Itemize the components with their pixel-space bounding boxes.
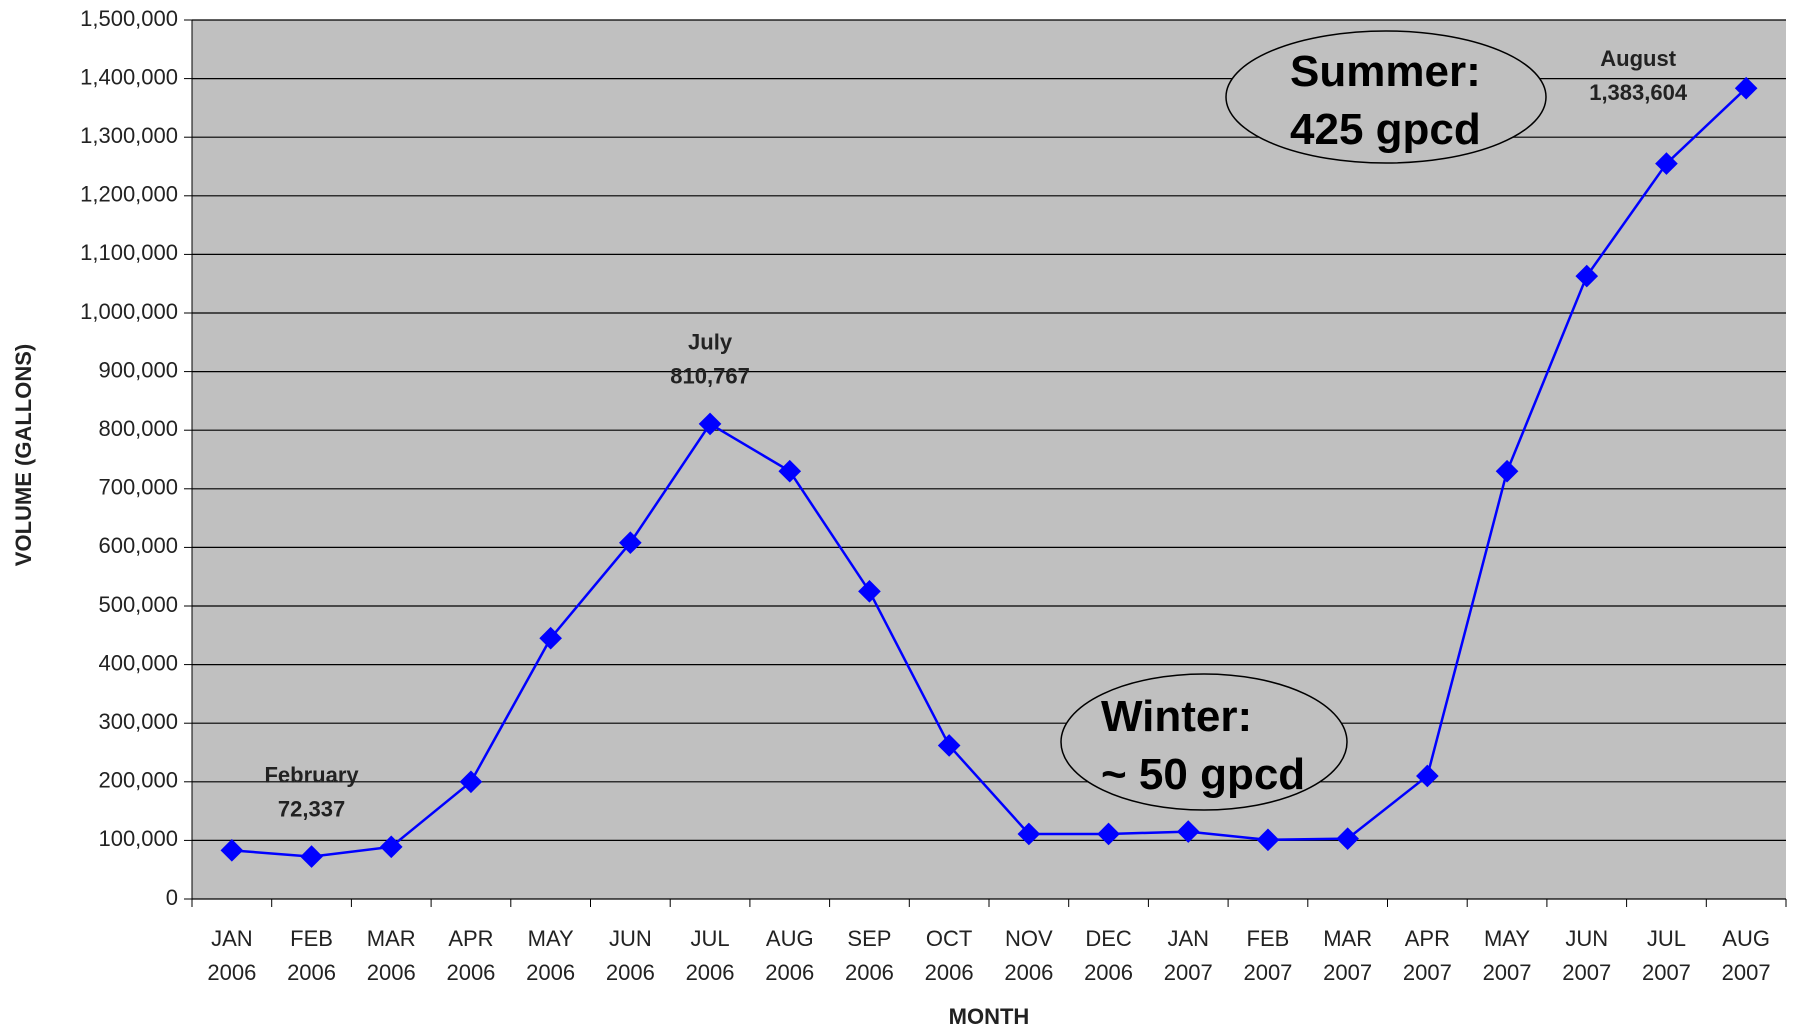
- y-axis-title: VOLUME (GALLONS): [11, 344, 36, 566]
- y-tick-label: 500,000: [98, 592, 178, 617]
- callout-text: Summer: 425 gpcd: [1290, 47, 1481, 154]
- grid: [192, 19, 1786, 900]
- callout-text: Winter: ~ 50 gpcd: [1101, 692, 1305, 799]
- data-point: [778, 459, 802, 483]
- data-point: [539, 626, 562, 650]
- x-tick-label: JUN 2006: [606, 926, 655, 985]
- data-point: [1017, 822, 1041, 846]
- x-tick-label: AUG 2006: [765, 926, 814, 985]
- data-point: [1176, 820, 1200, 843]
- y-tick-label: 900,000: [98, 357, 178, 382]
- data-point: [300, 845, 323, 868]
- x-tick-label: JUN 2007: [1562, 926, 1611, 985]
- data-point: [1256, 828, 1280, 852]
- y-tick-label: 1,500,000: [80, 6, 178, 31]
- data-point: [1495, 459, 1519, 483]
- y-tick-label: 1,200,000: [80, 182, 178, 207]
- data-point: [858, 580, 881, 603]
- x-tick-label: AUG 2007: [1722, 926, 1771, 985]
- callout-bubble: [1060, 673, 1348, 811]
- x-tick-label: APR 2006: [446, 926, 495, 985]
- data-label-name: August: [1600, 46, 1676, 71]
- x-tick-label: JUL 2007: [1642, 926, 1691, 985]
- x-tick-label: MAY 2006: [526, 926, 575, 985]
- x-tick-label: FEB 2007: [1243, 926, 1292, 985]
- y-tick-label: 300,000: [98, 709, 178, 734]
- x-tick-label: MAR 2006: [367, 926, 416, 985]
- data-line: [231, 87, 1748, 858]
- x-tick-label: APR 2007: [1403, 926, 1452, 985]
- x-tick-label: FEB 2006: [287, 926, 336, 985]
- data-point: [1097, 822, 1120, 846]
- data-label: 810,767: [670, 364, 750, 389]
- x-tick-label: DEC 2006: [1084, 926, 1133, 985]
- y-tick-label: 100,000: [98, 826, 178, 851]
- x-tick-label: OCT 2006: [925, 926, 974, 985]
- data-point: [459, 770, 483, 794]
- data-point: [937, 734, 961, 757]
- y-tick-label: 800,000: [98, 416, 178, 441]
- y-tick-label: 200,000: [98, 768, 178, 793]
- y-tick-label: 0: [166, 885, 178, 910]
- data-point: [1575, 264, 1599, 288]
- data-point: [619, 531, 642, 555]
- x-axis-title: MONTH: [949, 1004, 1030, 1029]
- x-tick-label: NOV 2006: [1004, 926, 1053, 985]
- x-tick-label: JAN 2007: [1164, 926, 1213, 985]
- data-point: [1734, 76, 1758, 100]
- x-tick-label: JUL 2006: [686, 926, 735, 985]
- data-label-name: July: [688, 330, 733, 355]
- y-tick-label: 1,100,000: [80, 240, 178, 265]
- callout-bubble: [1225, 30, 1547, 164]
- data-point: [698, 412, 722, 436]
- data-label: 72,337: [278, 796, 345, 821]
- x-tick-label: MAR 2007: [1323, 926, 1372, 985]
- data-point: [379, 835, 403, 859]
- y-tick-label: 1,000,000: [80, 299, 178, 324]
- data-label-name: February: [264, 762, 359, 787]
- data-point: [1416, 764, 1439, 788]
- y-tick-label: 400,000: [98, 650, 178, 675]
- x-tick-label: JAN 2006: [207, 926, 256, 985]
- plot-area: [192, 20, 1786, 899]
- y-tick-label: 700,000: [98, 475, 178, 500]
- data-label: 1,383,604: [1589, 80, 1688, 105]
- x-tick-label: MAY 2007: [1483, 926, 1532, 985]
- y-tick-label: 1,400,000: [80, 64, 178, 89]
- y-tick-label: 1,300,000: [80, 123, 178, 148]
- y-tick-label: 600,000: [98, 533, 178, 558]
- data-point: [1336, 827, 1359, 850]
- x-tick-label: SEP 2006: [845, 926, 894, 985]
